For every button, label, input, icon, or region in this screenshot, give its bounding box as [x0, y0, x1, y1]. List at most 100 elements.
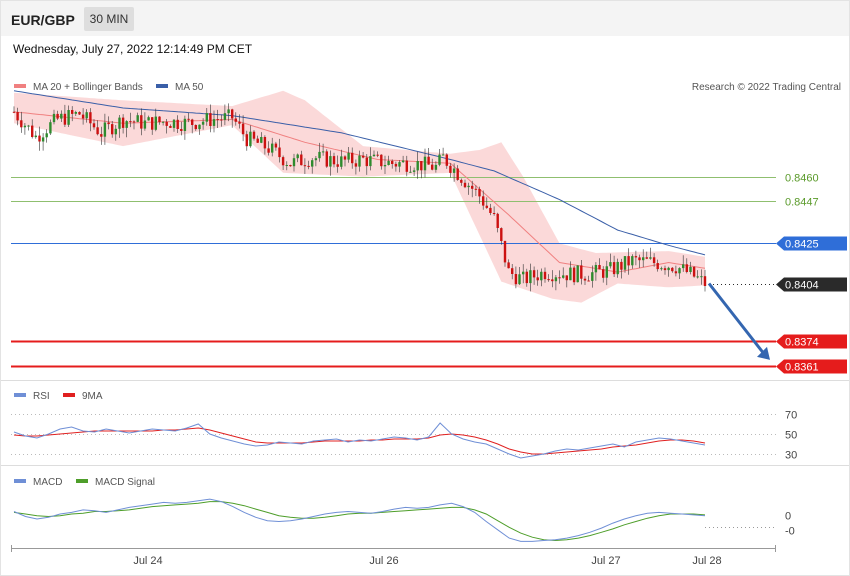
- candle-body: [201, 121, 205, 125]
- candle-body: [529, 270, 532, 284]
- candles-layer: [12, 103, 707, 292]
- candle-body: [398, 162, 401, 167]
- projection-arrow: [707, 282, 770, 360]
- candle-body: [220, 119, 223, 121]
- candle-body: [307, 165, 310, 167]
- candle-body: [212, 119, 216, 126]
- candle-body: [554, 277, 558, 282]
- candle-body: [300, 154, 303, 166]
- candle-body: [296, 154, 299, 159]
- candle-body: [303, 165, 307, 167]
- candle-body: [467, 185, 470, 188]
- candle-body: [140, 115, 143, 129]
- time-tick-Jul-27: Jul 27: [591, 555, 620, 567]
- candle-body: [161, 121, 165, 123]
- candle-body: [154, 116, 157, 130]
- candle-body: [565, 275, 568, 281]
- candle-body: [241, 123, 245, 135]
- candle-body: [227, 109, 230, 114]
- rsi-ma-legend-swatch: [63, 393, 75, 397]
- candle-body: [321, 151, 325, 153]
- candle-body: [129, 121, 132, 123]
- candle-body: [92, 123, 96, 128]
- rsi-line: [13, 422, 706, 459]
- level-tag-0.8425: [776, 236, 847, 251]
- candle-body: [423, 156, 427, 171]
- candle-body: [572, 267, 576, 283]
- candle-body: [692, 266, 696, 277]
- candle-body: [485, 205, 488, 208]
- macd-grid: 0-0: [705, 511, 795, 538]
- candle-body: [427, 156, 430, 165]
- candle-body: [274, 143, 278, 148]
- candle-body: [522, 271, 525, 275]
- candle-body: [514, 274, 518, 285]
- candle-body: [67, 110, 70, 125]
- candle-body: [31, 125, 34, 137]
- candle-body: [111, 124, 114, 135]
- macd-legend-label: MACD: [33, 477, 62, 488]
- macd-line: [13, 498, 706, 542]
- candle-body: [63, 113, 67, 125]
- candle-body: [118, 117, 121, 129]
- candle-body: [260, 137, 263, 143]
- candle-body: [441, 154, 445, 156]
- candle-body: [41, 137, 45, 142]
- candle-body: [143, 120, 147, 129]
- candle-body: [616, 261, 619, 275]
- candle-body: [609, 262, 612, 267]
- candle-body: [351, 152, 354, 164]
- candle-body: [532, 270, 536, 278]
- candle-body: [678, 268, 681, 274]
- candle-body: [511, 268, 514, 274]
- candle-body: [456, 168, 459, 180]
- rsi-legend-label: RSI: [33, 391, 50, 402]
- candle-body: [409, 171, 412, 173]
- candle-body: [132, 121, 136, 123]
- time-tick-Jul-26: Jul 26: [369, 555, 398, 567]
- candle-body: [372, 154, 376, 157]
- candle-body: [594, 265, 598, 273]
- candle-body: [649, 257, 652, 259]
- candle-body: [569, 267, 572, 281]
- candle-body: [216, 119, 219, 121]
- candle-body: [343, 156, 347, 160]
- candle-body: [34, 135, 37, 138]
- candle-body: [56, 113, 59, 119]
- candle-body: [634, 256, 638, 258]
- candle-body: [365, 157, 368, 167]
- candle-body: [401, 160, 405, 163]
- candle-body: [194, 125, 197, 130]
- bollinger-band: [14, 90, 705, 303]
- candle-body: [151, 117, 154, 130]
- candle-body: [231, 109, 234, 119]
- candle-body: [558, 277, 561, 279]
- candle-body: [416, 161, 419, 171]
- candle-body: [642, 257, 645, 261]
- candle-body: [420, 161, 423, 171]
- price-pane: 0.8460 0.8447 0.8425 0.8404 0.8374 0.8361: [11, 90, 847, 374]
- candle-body: [689, 266, 692, 272]
- candle-body: [460, 179, 463, 183]
- candle-body: [263, 137, 267, 149]
- rsi-tick-30: 30: [785, 450, 797, 462]
- candle-body: [314, 158, 318, 161]
- candle-body: [245, 134, 248, 147]
- candle-body: [576, 265, 579, 283]
- candle-body: [482, 196, 485, 206]
- candle-body: [136, 115, 139, 122]
- candle-body: [45, 133, 48, 138]
- candle-body: [85, 112, 88, 119]
- level-tag-0.8404: [776, 277, 847, 292]
- rsi-tick-50: 50: [785, 430, 797, 442]
- candle-body: [391, 160, 394, 164]
- candle-body: [169, 126, 172, 128]
- timeframe-button[interactable]: 30 MIN: [84, 7, 134, 31]
- candle-body: [663, 268, 667, 271]
- candle-body: [518, 274, 521, 285]
- candle-body: [278, 147, 281, 158]
- time-axis: Jul 24 Jul 26 Jul 27 Jul 28: [11, 545, 776, 567]
- candle-body: [376, 154, 379, 156]
- ma20-legend-label: MA 20 + Bollinger Bands: [33, 82, 143, 93]
